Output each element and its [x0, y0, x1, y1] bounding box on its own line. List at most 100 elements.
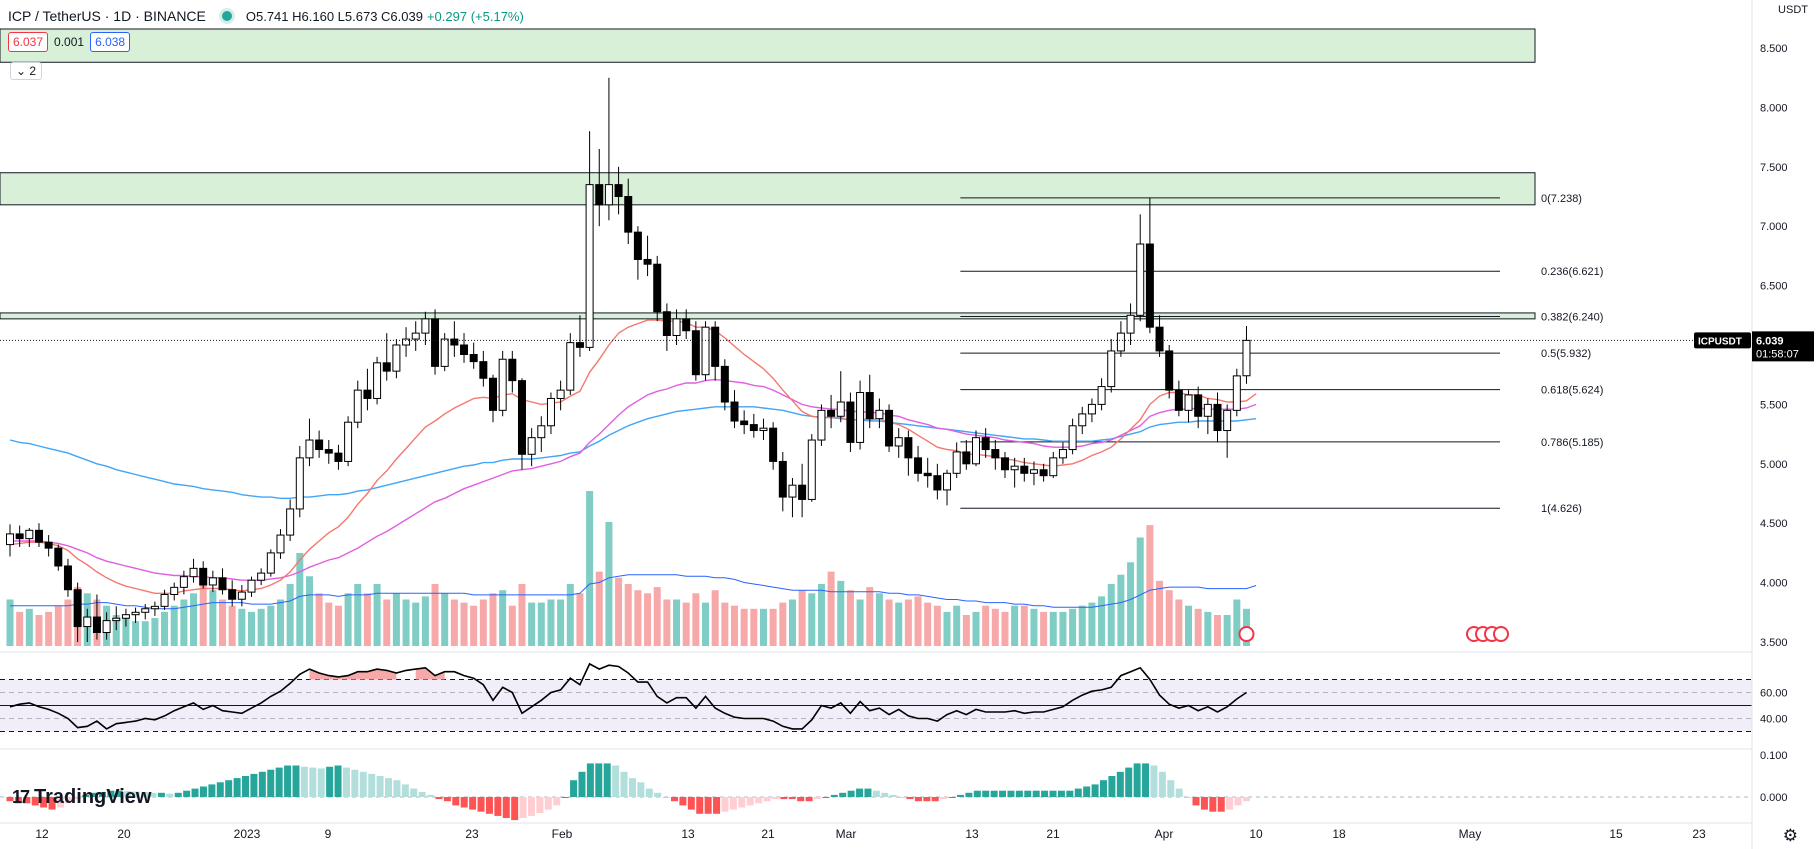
volume-bar: [885, 599, 893, 646]
tradingview-logo-icon: 17: [12, 787, 30, 807]
macd-histogram-bar: [233, 778, 241, 797]
candle-body: [305, 439, 314, 459]
price-tick-label: 6.500: [1760, 281, 1788, 293]
macd-histogram-bar: [275, 767, 283, 797]
volume-bar: [837, 580, 845, 646]
tradingview-logo[interactable]: 17 TradingView: [12, 786, 151, 809]
macd-histogram-bar: [502, 797, 510, 818]
candlesticks: [6, 77, 1251, 642]
candle-body: [1049, 457, 1058, 477]
volume-bar: [769, 608, 777, 646]
macd-histogram-bar: [528, 797, 536, 816]
macd-histogram-bar: [721, 797, 729, 812]
volume-bar: [817, 584, 825, 646]
macd-histogram-bar: [149, 792, 157, 797]
symbol-header[interactable]: ICP / TetherUS · 1D · BINANCE O5.741 H6.…: [8, 5, 524, 27]
time-axis: 12 20 2023 9 23 Feb 13 21 Mar 13 21 Apr 10 18 May 15 23: [0, 822, 1752, 841]
volume-bar: [431, 584, 439, 646]
macd-histogram-bar: [578, 771, 586, 797]
candle-body: [904, 437, 913, 459]
candle-body: [682, 318, 691, 332]
volume-bar: [112, 615, 120, 646]
macd-histogram-bar: [1192, 797, 1200, 806]
currency-label[interactable]: USDT: [1778, 4, 1808, 16]
candle-body: [778, 460, 787, 498]
volume-bar: [721, 602, 729, 646]
volume-bar: [383, 599, 391, 646]
volume-bar: [624, 584, 632, 646]
volume-bar: [673, 599, 681, 646]
macd-histogram-bar: [662, 797, 670, 798]
macd-histogram-bar: [771, 797, 779, 800]
macd-histogram-bar: [199, 786, 207, 797]
candle-body: [817, 409, 826, 441]
macd-histogram-bar: [1083, 786, 1091, 797]
candle-body: [846, 401, 855, 443]
bar-countdown: 01:58:07: [1756, 348, 1799, 360]
macd-histogram-bar: [544, 797, 552, 810]
volume-bar: [924, 602, 932, 646]
candle-body: [517, 380, 526, 455]
candle-body: [759, 427, 768, 432]
time-tick-label: 15: [1609, 827, 1623, 841]
macd-histogram-bar: [334, 765, 342, 797]
macd-histogram-bar: [485, 797, 493, 814]
macd-histogram-bar: [1024, 790, 1032, 797]
macd-histogram-bar: [418, 791, 426, 797]
indicator-collapse-button[interactable]: ⌄ 2: [10, 62, 43, 80]
macd-histogram-bar: [65, 797, 73, 804]
volume-bar: [209, 590, 217, 646]
macd-histogram-bar: [1007, 790, 1015, 797]
macd-histogram-bar: [713, 797, 721, 814]
volume-bar: [875, 593, 883, 646]
candle-body: [624, 196, 633, 233]
zone-3: [0, 312, 1536, 320]
macd-histogram-bar: [990, 790, 998, 797]
macd-histogram-bar: [1066, 790, 1074, 797]
time-tick-label: 21: [761, 827, 775, 841]
symbol-title[interactable]: ICP / TetherUS · 1D · BINANCE: [8, 8, 206, 24]
macd-histogram-bar: [805, 797, 813, 802]
event-us-flag-icon: [1493, 626, 1509, 642]
fib-level-label: 1(4.626): [1541, 503, 1582, 515]
event-us-flag-icon: [1238, 626, 1255, 642]
price-tick-label: 5.000: [1760, 459, 1788, 471]
candle-body: [460, 344, 469, 356]
price-tick-label: 7.000: [1760, 221, 1788, 233]
macd-histogram-bar: [300, 766, 308, 797]
candle-body: [431, 318, 440, 367]
volume-bar: [373, 584, 381, 646]
volume-bar: [286, 584, 294, 646]
macd-histogram-bar: [729, 797, 737, 810]
candle-body: [324, 449, 333, 454]
volume-bar: [1127, 562, 1135, 646]
macd-histogram-bar: [292, 765, 300, 797]
macd-histogram-bar: [225, 780, 233, 797]
volume-bar: [219, 599, 227, 646]
macd-histogram-bar: [763, 797, 771, 802]
bid-price[interactable]: 6.037: [8, 32, 49, 52]
volume-bar: [1233, 599, 1241, 646]
macd-histogram-bar: [965, 792, 973, 797]
volume-bar: [257, 608, 265, 646]
gear-icon[interactable]: ⚙: [1782, 826, 1798, 845]
candle-body: [199, 567, 208, 586]
candle-body: [614, 184, 623, 197]
candle-body: [875, 409, 884, 420]
candle-body: [701, 326, 710, 376]
candle-body: [189, 567, 198, 578]
candle-body: [373, 362, 382, 399]
macd-histogram-bar: [931, 797, 939, 802]
candle-body: [141, 608, 150, 613]
candle-body: [179, 576, 188, 588]
macd-histogram-bar: [696, 797, 704, 814]
volume-bar: [788, 599, 796, 646]
macd-histogram-bar: [1200, 797, 1208, 810]
ask-price[interactable]: 6.038: [90, 32, 131, 52]
macd-histogram-bar: [914, 797, 922, 802]
candle-body: [643, 258, 652, 265]
candle-body: [585, 184, 594, 348]
candle-body: [1184, 394, 1193, 411]
volume-bar: [334, 605, 342, 646]
